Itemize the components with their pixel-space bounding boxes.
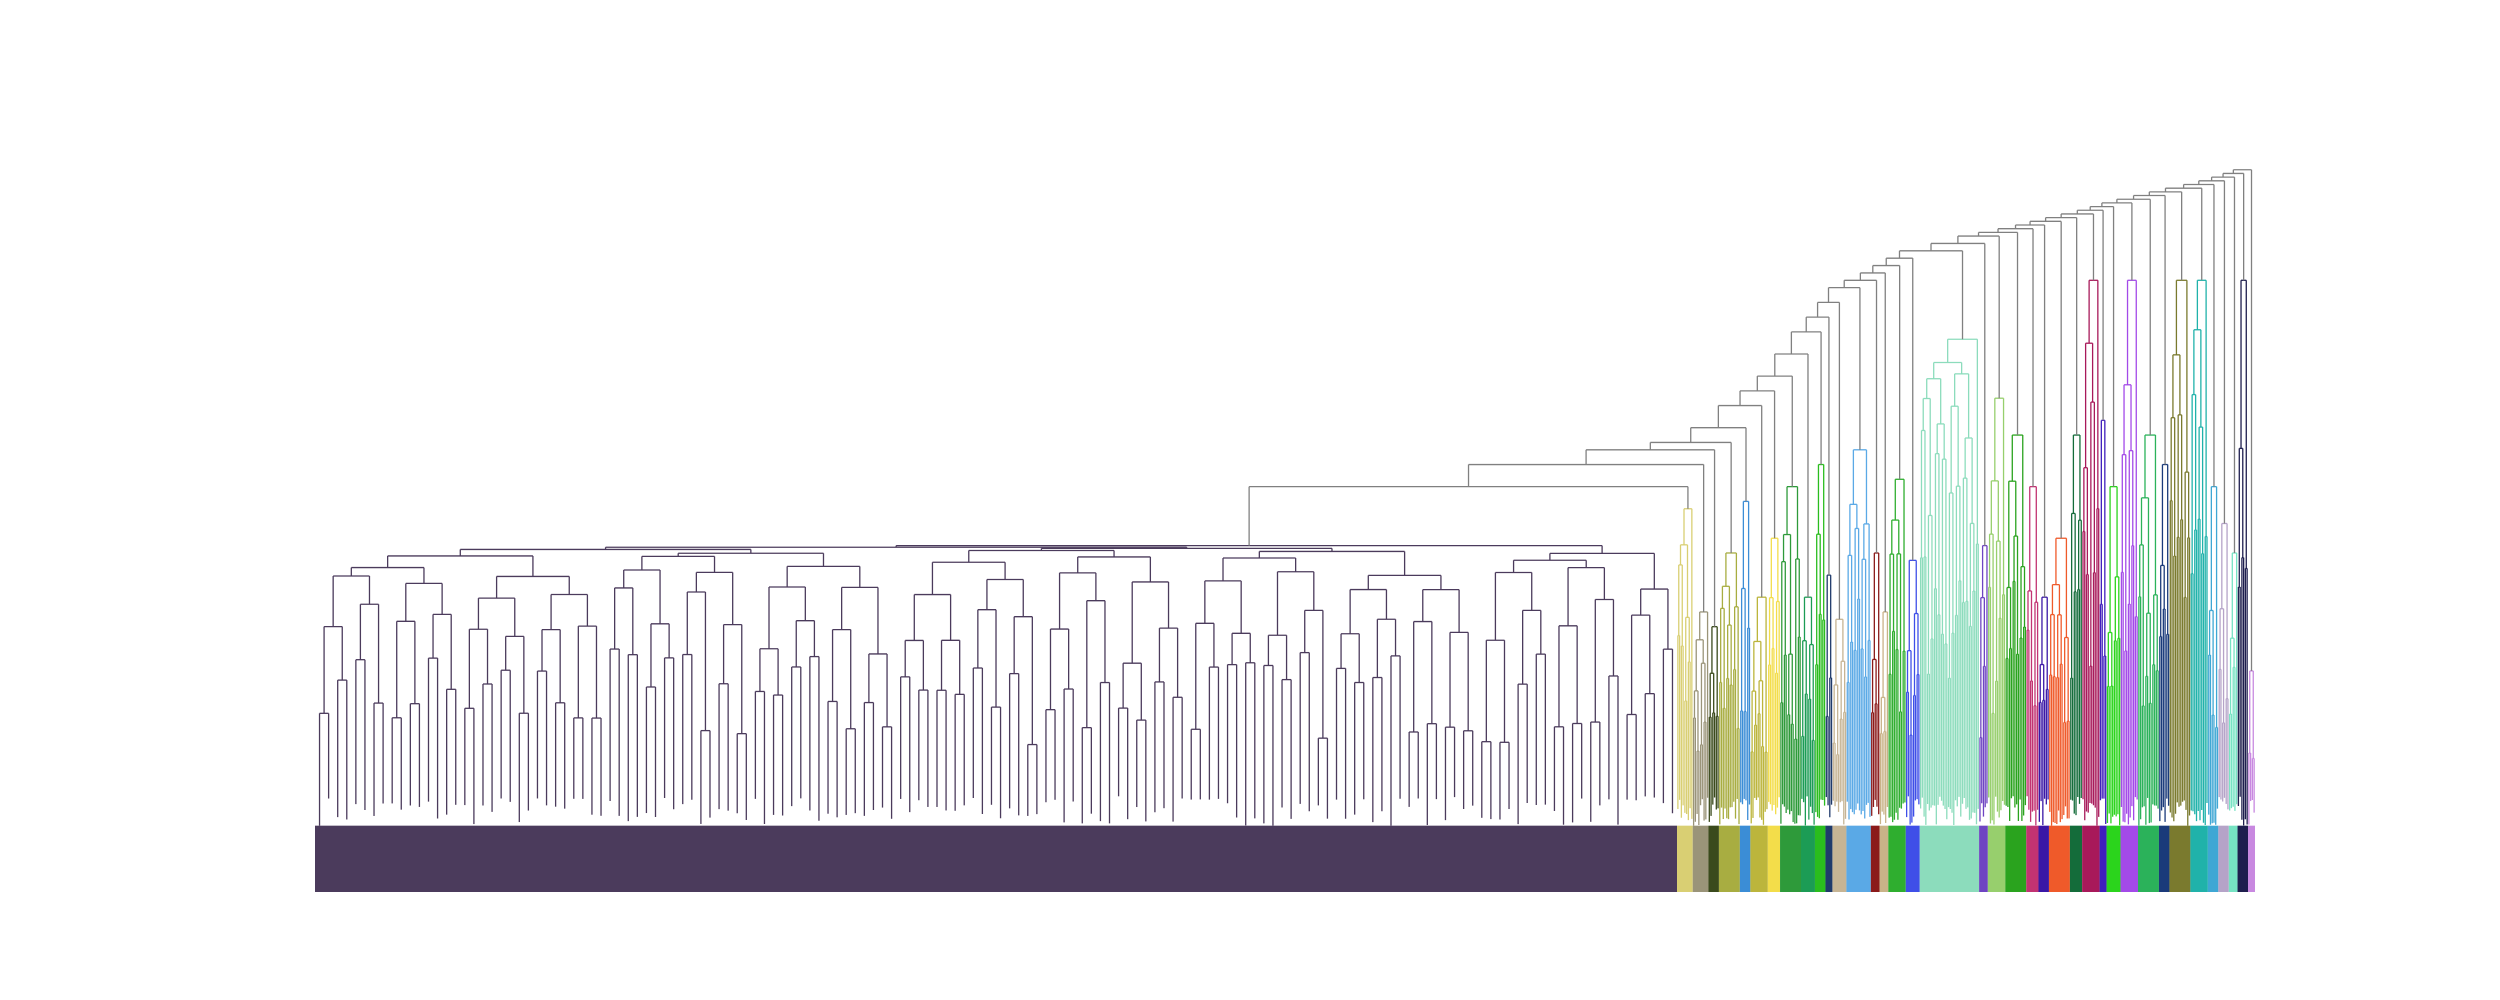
cluster-8-leaf-block xyxy=(1780,825,1801,892)
cluster-36-leaf-block xyxy=(2228,825,2238,892)
cluster-14-leaf-block xyxy=(1870,825,1880,892)
cluster-37-leaf-block xyxy=(2237,825,2249,892)
cluster-5-leaf-block xyxy=(1739,825,1751,892)
cluster-31-leaf-block xyxy=(2158,825,2170,892)
cluster-4-leaf-block xyxy=(1718,825,1740,892)
cluster-33-leaf-block xyxy=(2190,825,2208,892)
cluster-0-leaf-block xyxy=(315,825,1678,892)
cluster-19-leaf-block xyxy=(1979,825,1988,892)
cluster-28-leaf-block xyxy=(2106,825,2121,892)
cluster-10-leaf-block xyxy=(1814,825,1826,892)
cluster-12-leaf-block xyxy=(1832,825,1847,892)
cluster-26-leaf-block xyxy=(2082,825,2100,892)
cluster-11-leaf-block xyxy=(1825,825,1833,892)
cluster-32-leaf-block xyxy=(2169,825,2191,892)
cluster-38-leaf-block xyxy=(2248,825,2255,892)
cluster-15-leaf-block xyxy=(1879,825,1889,892)
cluster-25-leaf-block xyxy=(2069,825,2083,892)
cluster-30-leaf-block xyxy=(2138,825,2159,892)
cluster-24-leaf-block xyxy=(2048,825,2070,892)
cluster-35-leaf-block xyxy=(2218,825,2229,892)
cluster-16-leaf-block xyxy=(1888,825,1906,892)
cluster-6-leaf-block xyxy=(1750,825,1768,892)
cluster-2-leaf-block xyxy=(1692,825,1709,892)
cluster-21-leaf-block xyxy=(2005,825,2027,892)
cluster-23-leaf-block xyxy=(2038,825,2049,892)
cluster-22-leaf-block xyxy=(2026,825,2039,892)
cluster-17-leaf-block xyxy=(1905,825,1920,892)
cluster-7-leaf-block xyxy=(1767,825,1781,892)
dendrogram-plot-area xyxy=(315,169,2255,892)
cluster-9-leaf-block xyxy=(1800,825,1815,892)
cluster-34-leaf-block xyxy=(2207,825,2219,892)
cluster-20-leaf-block xyxy=(1987,825,2006,892)
cluster-1-leaf-block xyxy=(1677,825,1693,892)
cluster-29-leaf-block xyxy=(2120,825,2139,892)
cluster-3-leaf-block xyxy=(1708,825,1719,892)
cluster-27-leaf-block xyxy=(2099,825,2107,892)
cluster-18-leaf-block xyxy=(1919,825,1980,892)
cluster-13-leaf-block xyxy=(1846,825,1871,892)
